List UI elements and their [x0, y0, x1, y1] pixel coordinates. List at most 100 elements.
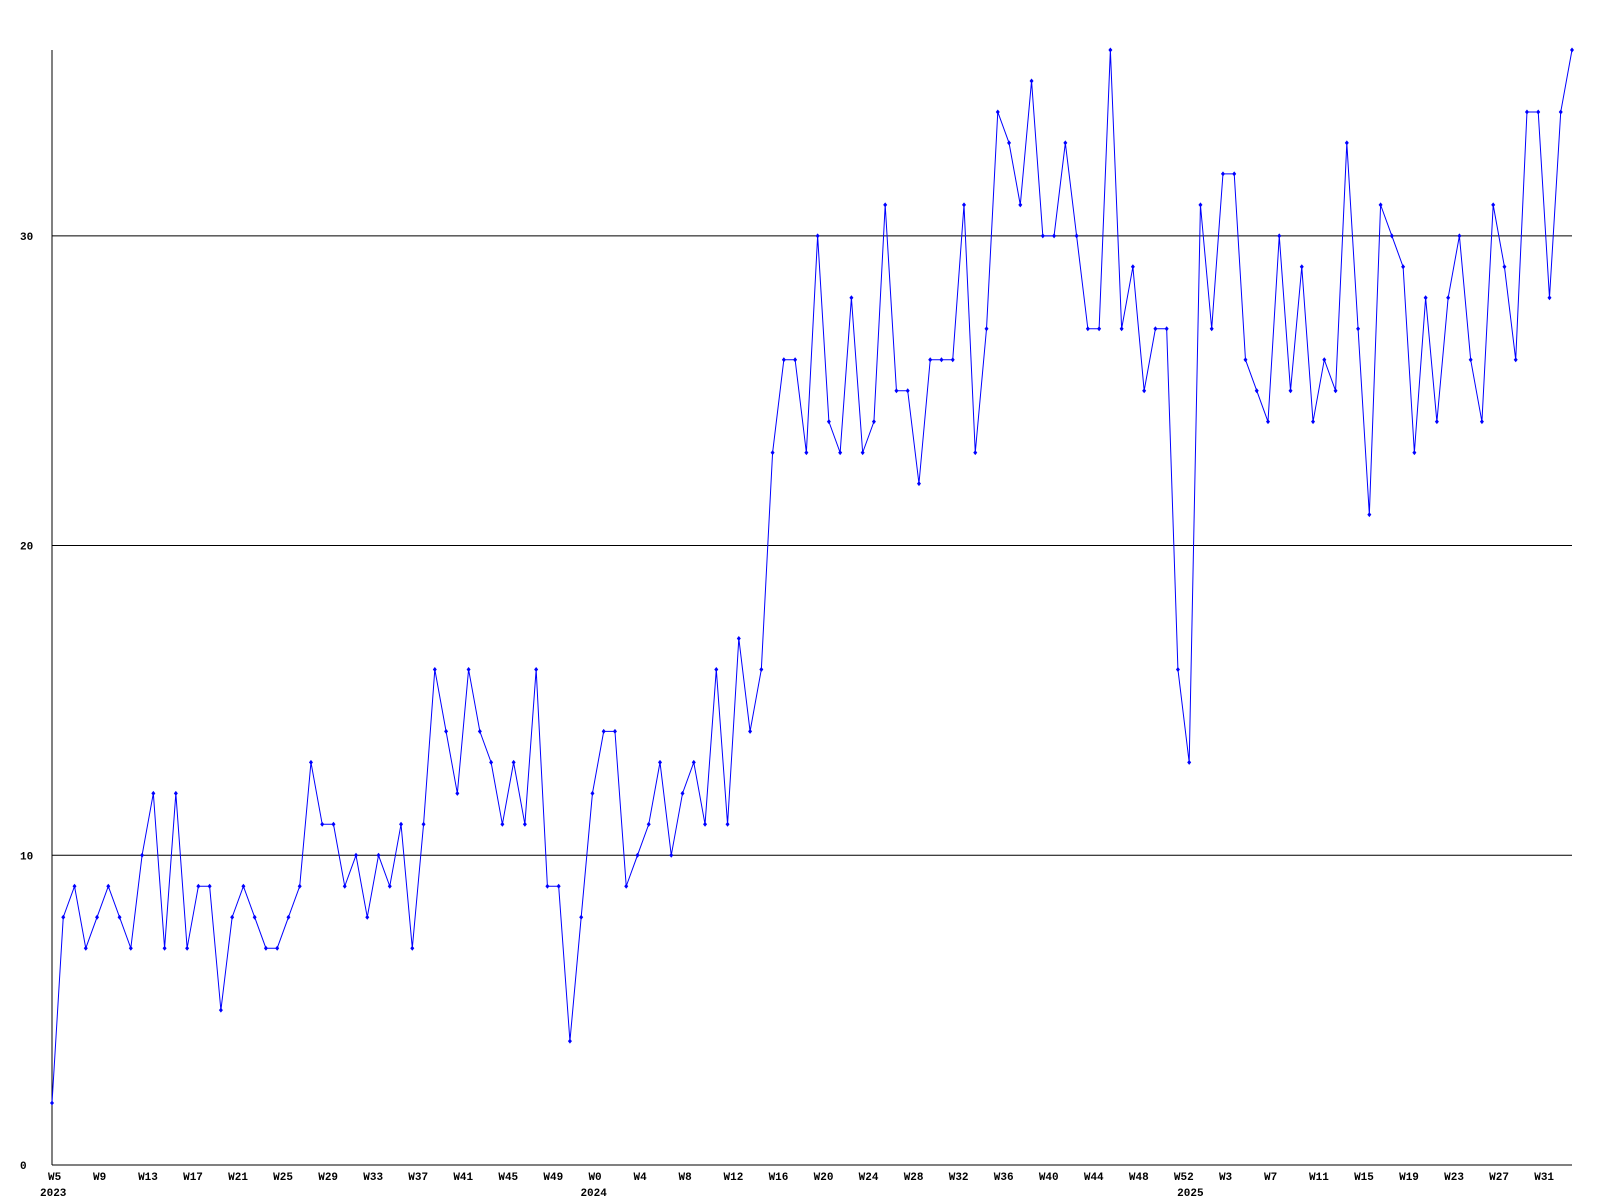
point [1029, 78, 1034, 84]
x-tick-label: W40 [1039, 1172, 1059, 1184]
point [1299, 264, 1304, 270]
point [444, 728, 449, 734]
point [1108, 47, 1113, 53]
point [95, 914, 100, 920]
point [939, 357, 944, 363]
point [1153, 326, 1158, 332]
point [680, 790, 685, 796]
point [477, 728, 482, 734]
point [432, 666, 437, 672]
point [1130, 264, 1135, 270]
x-tick-label: W17 [183, 1172, 203, 1184]
point [590, 790, 595, 796]
point [860, 450, 865, 456]
point [1254, 388, 1259, 394]
point [297, 883, 302, 889]
point [815, 233, 820, 239]
point [624, 883, 629, 889]
point [703, 821, 708, 827]
x-tick-label: W23 [1444, 1172, 1464, 1184]
x-group-label: 2023 [40, 1188, 67, 1200]
point [736, 635, 741, 641]
point [995, 109, 1000, 115]
x-tick-label: W45 [498, 1172, 518, 1184]
y-tick-label: 10 [20, 851, 33, 863]
x-tick-label: W32 [949, 1172, 969, 1184]
point [646, 821, 651, 827]
point [770, 450, 775, 456]
point [1311, 419, 1316, 425]
point [241, 883, 246, 889]
point [151, 790, 156, 796]
x-tick-label: W25 [273, 1172, 293, 1184]
point [252, 914, 257, 920]
point [1052, 233, 1057, 239]
point [207, 883, 212, 889]
point [1040, 233, 1045, 239]
point [793, 357, 798, 363]
point [1558, 109, 1563, 115]
point [612, 728, 617, 734]
x-group-label: 2025 [1177, 1188, 1204, 1200]
x-tick-label: W0 [588, 1172, 601, 1184]
x-tick-label: W33 [363, 1172, 383, 1184]
point [399, 821, 404, 827]
x-tick-label: W4 [633, 1172, 647, 1184]
x-tick-label: W3 [1219, 1172, 1233, 1184]
point [601, 728, 606, 734]
point [218, 1007, 223, 1013]
point [522, 821, 527, 827]
point [140, 852, 145, 858]
point [320, 821, 325, 827]
x-tick-label: W15 [1354, 1172, 1374, 1184]
x-tick-label: W27 [1489, 1172, 1509, 1184]
x-tick-label: W19 [1399, 1172, 1419, 1184]
point [534, 666, 539, 672]
x-tick-label: W13 [138, 1172, 158, 1184]
point [1513, 357, 1518, 363]
x-tick-label: W5 [48, 1172, 62, 1184]
y-tick-label: 0 [20, 1161, 27, 1173]
point [1007, 140, 1012, 146]
x-tick-label: W36 [994, 1172, 1014, 1184]
point [1209, 326, 1214, 332]
point [185, 945, 190, 951]
point [331, 821, 336, 827]
point [308, 759, 313, 765]
point [1266, 419, 1270, 425]
point [230, 914, 235, 920]
y-tick-label: 20 [20, 542, 33, 554]
point [1502, 264, 1507, 270]
point [1085, 326, 1090, 332]
x-tick-label: W11 [1309, 1172, 1329, 1184]
x-tick-label: W52 [1174, 1172, 1194, 1184]
point [849, 295, 854, 301]
point [50, 1100, 54, 1106]
point [1570, 47, 1574, 53]
point [658, 759, 662, 765]
point [1536, 109, 1541, 115]
point [883, 202, 888, 208]
line [51, 49, 1573, 1104]
point [1288, 388, 1293, 394]
point [804, 450, 809, 456]
point [871, 419, 876, 425]
point [1164, 326, 1169, 332]
x-tick-label: W24 [859, 1172, 879, 1184]
point [894, 388, 899, 394]
point [1198, 202, 1203, 208]
point [1333, 388, 1338, 394]
point [1378, 202, 1383, 208]
point [725, 821, 730, 827]
point [1277, 233, 1282, 239]
point [556, 883, 561, 889]
point [1097, 326, 1102, 332]
point [500, 821, 505, 827]
point [511, 759, 516, 765]
point [72, 883, 77, 889]
point [1367, 512, 1372, 518]
point [1389, 233, 1394, 239]
point [1175, 666, 1180, 672]
x-tick-label: W41 [453, 1172, 473, 1184]
